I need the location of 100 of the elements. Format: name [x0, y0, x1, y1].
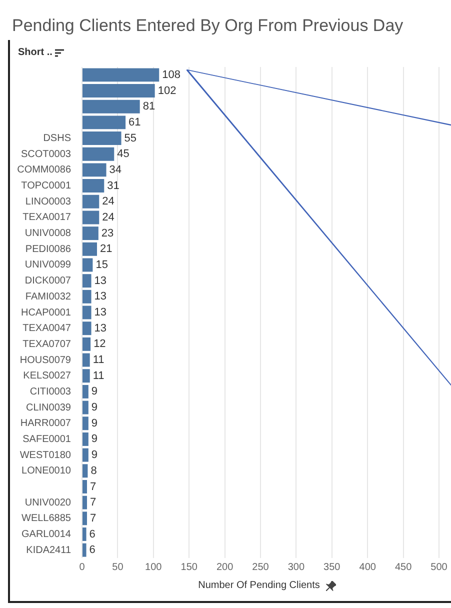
y-tick-label: DICK0007: [24, 276, 72, 287]
y-tick-label: KELS0027: [23, 370, 72, 382]
data-label: 8: [90, 464, 97, 477]
x-tick-label: 300: [288, 562, 305, 573]
data-label: 108: [162, 68, 180, 81]
bar: [82, 306, 92, 320]
bar: [82, 512, 87, 526]
y-tick-label: FAMI0032: [25, 291, 72, 302]
data-label: 13: [94, 322, 107, 334]
y-tick-label: WEST0180: [20, 450, 72, 461]
bar: [82, 68, 160, 82]
data-label: 7: [90, 496, 96, 509]
data-label: 61: [128, 116, 141, 128]
y-tick-label: LINO0003: [25, 196, 72, 208]
x-tick-label: 100: [145, 562, 162, 573]
data-label: 11: [92, 370, 104, 382]
y-tick-label: UNIV0099: [24, 260, 72, 271]
data-label: 24: [102, 212, 114, 224]
y-tick-label: SCOT0003: [20, 148, 72, 160]
data-label: 9: [91, 386, 98, 398]
y-tick-label: WELL6885: [22, 513, 72, 524]
y-tick-label: KIDA2411: [26, 544, 72, 556]
data-label: 81: [142, 100, 156, 113]
bar: [82, 322, 92, 336]
bar: [82, 210, 100, 224]
y-tick-label: SAFE0001: [22, 434, 72, 445]
y-tick-label: UNIV0020: [24, 497, 72, 508]
data-label: 24: [102, 196, 114, 208]
x-tick-label: 150: [180, 562, 198, 573]
y-tick-label: HCAP0001: [20, 307, 72, 318]
bar: [82, 147, 114, 161]
x-axis-title: Number Of Pending Clients: [198, 580, 320, 591]
data-label: 34: [109, 164, 122, 176]
y-tick-label: COMM0086: [17, 164, 72, 176]
bar: [82, 132, 122, 146]
x-tick-label: 200: [216, 562, 234, 573]
bar: [82, 290, 92, 304]
y-tick-label: TEXA0017: [22, 212, 72, 224]
bar: [82, 242, 97, 256]
bar: [82, 528, 86, 541]
bar: [82, 194, 100, 208]
bar: [82, 84, 155, 98]
y-tick-label: TEXA0707: [22, 338, 72, 350]
bar: [82, 400, 88, 414]
data-label: 7: [90, 512, 96, 524]
bar: [82, 448, 88, 462]
y-axis-title: Short ..: [18, 47, 52, 58]
data-label: 6: [89, 544, 96, 556]
data-label: 13: [94, 274, 107, 287]
data-label: 9: [91, 417, 98, 430]
data-label: 12: [94, 338, 106, 350]
bar: [82, 369, 90, 383]
data-label: 7: [90, 480, 96, 493]
y-tick-label: LONE0010: [22, 466, 72, 477]
x-tick-label: 0: [79, 562, 86, 573]
data-label: 11: [92, 354, 104, 366]
y-tick-label: CITI0003: [30, 386, 72, 398]
data-label: 15: [96, 259, 108, 272]
bar: [82, 543, 86, 557]
x-tick-label: 50: [112, 562, 124, 573]
data-label: 102: [158, 84, 176, 97]
bar: [82, 496, 87, 510]
x-tick-label: 350: [324, 562, 341, 573]
bar: [82, 464, 88, 478]
data-label: 13: [94, 290, 107, 303]
y-tick-label: HOUS0079: [20, 354, 72, 366]
bar: [82, 163, 106, 177]
chart-title: Pending Clients Entered By Org From Previous Day: [12, 16, 404, 36]
bar: [82, 179, 104, 193]
y-tick-label: CLIN0039: [26, 402, 72, 414]
data-label: 9: [91, 433, 98, 446]
bar: [82, 337, 91, 351]
y-tick-label: PEDI0086: [25, 244, 72, 255]
data-label: 55: [124, 132, 137, 144]
bar: [82, 432, 88, 446]
x-tick-label: 500: [430, 562, 448, 573]
bar: [82, 258, 93, 272]
data-label: 6: [89, 528, 96, 540]
y-tick-label: DSHS: [43, 133, 72, 144]
y-tick-label: TEXA0047: [22, 323, 72, 334]
bar: [82, 100, 140, 114]
bar: [82, 353, 90, 367]
data-label: 45: [117, 148, 130, 160]
y-tick-label: TOPC0001: [21, 180, 72, 192]
data-label: 13: [94, 306, 107, 319]
bar: [82, 226, 98, 240]
bar: [82, 116, 126, 130]
bar: [82, 384, 88, 398]
bar: [82, 416, 88, 430]
bar: [82, 480, 87, 494]
x-tick-label: 450: [394, 562, 412, 573]
y-tick-label: HARR0007: [20, 418, 72, 430]
data-label: 9: [91, 449, 98, 462]
data-label: 31: [107, 180, 120, 192]
data-label: 9: [91, 402, 98, 414]
bar: [82, 274, 92, 288]
x-tick-label: 400: [359, 562, 376, 573]
y-tick-label: UNIV0008: [24, 228, 72, 240]
data-label: 21: [100, 243, 112, 256]
data-label: 23: [101, 227, 114, 240]
